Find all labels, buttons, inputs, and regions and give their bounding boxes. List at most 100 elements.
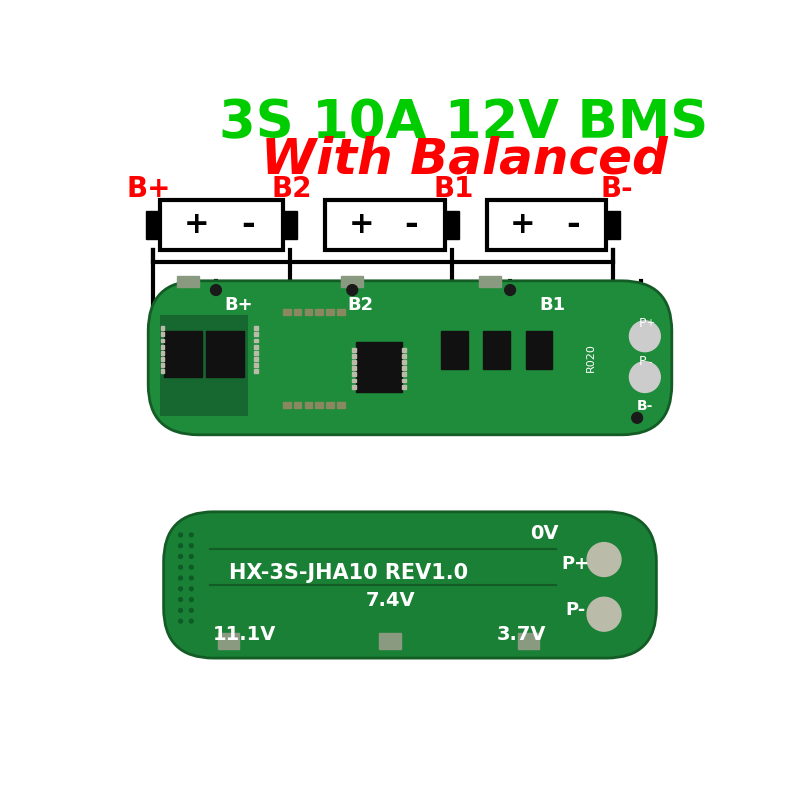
Bar [352,373,356,376]
Circle shape [190,576,194,580]
Bar [254,326,258,330]
Text: -: - [649,357,652,366]
Bar [479,276,501,287]
Circle shape [178,609,182,612]
Text: R020: R020 [586,343,596,372]
Bar [441,331,468,370]
Bar [402,366,406,370]
Bar [352,360,356,364]
Bar [402,385,406,389]
Text: 0V: 0V [530,524,559,543]
Text: B2: B2 [272,175,313,203]
Circle shape [190,587,194,590]
Circle shape [178,587,182,590]
Circle shape [190,619,194,623]
Text: +: + [646,318,654,328]
Text: With Balanced: With Balanced [261,135,667,183]
Bar [305,310,312,315]
Text: -: - [242,209,255,242]
Bar [163,331,202,377]
Bar [254,338,258,342]
Bar [352,366,356,370]
Circle shape [630,321,660,352]
Bar [402,378,406,382]
Text: HX-3S-JHA10 REV1.0: HX-3S-JHA10 REV1.0 [229,563,468,583]
Bar [326,402,334,408]
Bar [161,345,164,349]
Bar [352,385,356,389]
Circle shape [505,285,515,295]
Text: 7.4V: 7.4V [366,591,415,610]
Text: +: + [510,210,536,239]
Text: B1: B1 [539,297,566,314]
Text: -: - [566,209,580,242]
Circle shape [178,619,182,623]
Bar [356,342,402,393]
Bar [254,351,258,354]
Bar [402,360,406,364]
Bar [526,331,553,370]
Bar [337,402,345,408]
Bar [161,357,164,361]
Circle shape [178,554,182,558]
Bar [206,331,245,377]
Bar [352,378,356,382]
Bar [283,310,290,315]
Bar [254,363,258,367]
Circle shape [587,542,621,577]
Bar [402,348,406,352]
Bar [445,211,458,238]
Bar [402,354,406,358]
Bar [337,310,345,315]
Bar [326,310,334,315]
Bar [352,348,356,352]
Bar [160,200,283,250]
Bar [326,200,445,250]
Bar [606,211,620,238]
Bar [305,402,312,408]
Circle shape [630,362,660,393]
Circle shape [190,533,194,537]
Circle shape [178,544,182,548]
Bar [254,370,258,373]
Bar [254,345,258,349]
Bar [294,402,302,408]
Circle shape [190,544,194,548]
Bar [342,276,363,287]
Text: P: P [638,317,646,330]
Bar [283,402,290,408]
Circle shape [178,566,182,569]
Bar [161,363,164,367]
Text: 3.7V: 3.7V [497,626,546,645]
Bar [315,310,323,315]
Bar [518,634,539,649]
Circle shape [178,598,182,602]
Text: +: + [348,210,374,239]
Bar [379,634,401,649]
Bar [294,310,302,315]
Bar [161,326,164,330]
Bar [146,211,160,238]
Circle shape [190,554,194,558]
Circle shape [178,576,182,580]
Text: B2: B2 [347,297,373,314]
Bar [218,634,239,649]
Bar [161,338,164,342]
Bar [178,276,199,287]
Circle shape [347,285,358,295]
Text: 11.1V: 11.1V [213,626,276,645]
Bar [161,332,164,336]
Bar [352,354,356,358]
Text: P: P [638,355,646,368]
Bar [160,315,248,415]
Circle shape [190,566,194,569]
Text: P+: P+ [562,555,590,573]
Bar [487,200,606,250]
Bar [161,351,164,354]
Bar [254,332,258,336]
FancyBboxPatch shape [163,512,656,658]
Bar [283,211,297,238]
Bar [402,373,406,376]
Circle shape [190,609,194,612]
Text: -: - [404,209,418,242]
